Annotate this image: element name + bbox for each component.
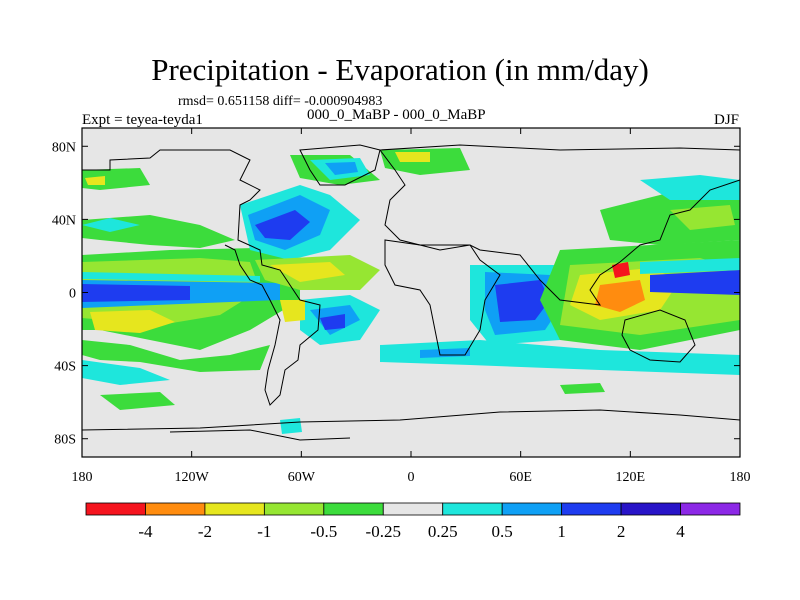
coastline-africa: [384, 239, 501, 356]
coastlines: [82, 144, 740, 441]
colorbar-swatch: [323, 502, 384, 516]
colorbar-label: -0.25: [366, 522, 401, 541]
chart-title: Precipitation - Evaporation (in mm/day): [151, 52, 649, 87]
field-itcz-cyan: [82, 272, 260, 282]
field-so-green2: [560, 383, 605, 394]
field-io-darkblue: [495, 280, 550, 322]
colorbar-label: 2: [617, 522, 626, 541]
x-tick-label: 180: [72, 470, 93, 485]
y-tick-label: 0: [69, 287, 76, 302]
field-wpac-orange: [595, 280, 645, 312]
x-tick-label: 120E: [616, 470, 646, 485]
colorbar-label: -0.5: [310, 522, 337, 541]
experiment-label: Expt = teyea-teyda1: [82, 112, 203, 128]
colorbar-swatch: [442, 502, 503, 516]
field-npacific-cyan: [82, 218, 140, 232]
colorbar-label: -2: [198, 522, 212, 541]
field-natl-yellow: [395, 152, 430, 162]
colorbar-swatch: [680, 502, 741, 516]
x-tick-label: 60W: [288, 470, 316, 485]
field-nwpac-green: [600, 190, 740, 245]
field-natl-darkblue: [255, 210, 310, 240]
colorbar-layer: -4 -2 -1 -0.5 -0.25 0.25 0.5 1 2 4: [85, 502, 741, 541]
season-label: DJF: [713, 112, 739, 128]
field-so-cyan2: [280, 418, 302, 434]
y-tick-label: 40S: [54, 360, 76, 375]
colorbar-label: 0.5: [492, 522, 513, 541]
field-itcz-darkblue: [82, 284, 190, 302]
colorbar-label: -4: [138, 522, 153, 541]
colorbar-label: 0.25: [428, 522, 458, 541]
colorbar-swatch: [620, 502, 681, 516]
y-tick-label: 40N: [52, 213, 76, 228]
coastline-greenland: [299, 144, 381, 186]
coastline-australia: [621, 309, 696, 363]
colorbar-label: 4: [676, 522, 685, 541]
x-tick-label: 0: [408, 470, 415, 485]
colorbar-swatch: [85, 502, 146, 516]
field-so-green: [100, 392, 175, 410]
y-tick-label: 80N: [52, 140, 76, 155]
field-atl-subtrop-yellow: [270, 262, 345, 282]
field-southpacific-green: [82, 340, 270, 372]
field-wpac-red: [612, 262, 630, 278]
field-southpacific-cyan: [82, 360, 170, 385]
field-wpac-blue-band: [650, 270, 740, 295]
field-wpac-cyan-band: [640, 258, 740, 274]
colorbar-label: 1: [557, 522, 566, 541]
colorbar-swatch: [145, 502, 206, 516]
y-tick-label: 80S: [54, 433, 76, 448]
coastline-antarctica2: [169, 429, 351, 441]
coastline-americas: [82, 149, 321, 406]
field-pacific-yellow: [90, 310, 175, 333]
x-tick-label: 180: [730, 470, 751, 485]
field-natl-blue2: [325, 162, 358, 175]
field-npacific-yellow: [85, 176, 105, 185]
x-tick-label: 120W: [175, 470, 210, 485]
field-nwpac-cyan: [640, 175, 740, 200]
colorbar-swatch: [501, 502, 563, 516]
subtitle-label: 000_0_MaBP - 000_0_MaBP: [307, 107, 486, 123]
field-satl-darkblue: [320, 314, 345, 330]
field-sam-yellow: [280, 300, 305, 322]
coastline-antarctica: [82, 409, 740, 431]
colorbar-swatch: [382, 502, 444, 516]
colorbar-label: -1: [257, 522, 271, 541]
colorbar-swatch: [561, 502, 622, 516]
coastline-eurasia: [379, 144, 740, 306]
axis-layer: 180 120W 60W 0 60E 120E 180 80N 40N 0 40S 80S: [52, 128, 751, 485]
colorbar-swatch: [204, 502, 265, 516]
colorbar-swatch: [263, 502, 325, 516]
x-tick-label: 60E: [509, 470, 532, 485]
stats-label: rmsd= 0.651158 diff= -0.000904983: [178, 94, 383, 109]
